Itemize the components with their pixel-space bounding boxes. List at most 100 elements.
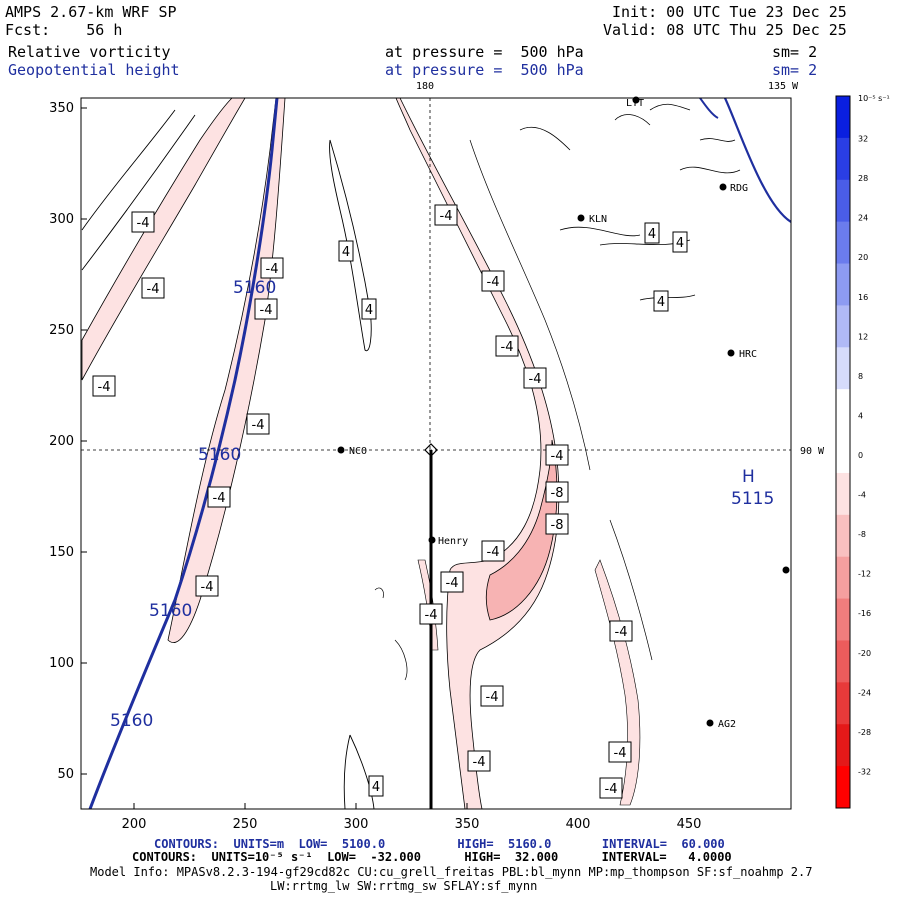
- svg-text:-4: -4: [260, 303, 273, 318]
- contour-label: -4: [495, 335, 519, 357]
- svg-text:-4: -4: [201, 580, 214, 595]
- contour-label: -4: [246, 413, 270, 435]
- colorbar-tick-label: 12: [858, 332, 868, 341]
- colorbar-tick-label: -28: [858, 728, 871, 737]
- colorbar-tick-label: 28: [858, 174, 868, 183]
- svg-text:-4: -4: [605, 782, 618, 797]
- svg-text:-4: -4: [473, 755, 486, 770]
- right-lon-label: 90 W: [800, 446, 825, 457]
- vorticity-band-left: [167, 98, 286, 643]
- contour-label: -4: [599, 777, 623, 799]
- contour-labels: -4 -4 -4 -4 -4 -4 -4 -4 -4 -4 -4 -4 -4 -4 -4 -4 -4 -4 -4 -4…: [92, 204, 688, 799]
- colorbar-swatch: [836, 431, 850, 474]
- field1-smoothing: sm= 2: [772, 43, 818, 61]
- model-info-physics: LW:rrtmg_lw SW:rrtmg_sw SFLAY:sf_mynn: [270, 879, 538, 893]
- station-nco: NCO: [337, 446, 367, 457]
- svg-text:4: 4: [657, 295, 665, 310]
- contour-label: -4: [608, 741, 632, 763]
- svg-text:-4: -4: [614, 746, 627, 761]
- contour-label: -4: [523, 367, 547, 389]
- svg-text:RDG: RDG: [730, 183, 748, 194]
- vorticity-contour-info: CONTOURS: UNITS=10⁻⁵ s⁻¹ LOW= -32.000 HI…: [132, 850, 732, 864]
- y-tick-label: 50: [57, 767, 74, 782]
- station-hrc: HRC: [727, 349, 757, 360]
- high-pressure-value: 5115: [731, 489, 774, 509]
- colorbar-swatch: [836, 263, 850, 306]
- colorbar-tick-label: 20: [858, 253, 868, 262]
- vorticity-band-west: [81, 98, 246, 381]
- contour-label: -4: [440, 571, 464, 593]
- field1-name: Relative vorticity: [8, 43, 171, 61]
- contour-label: -4: [467, 750, 491, 772]
- svg-text:-4: -4: [213, 491, 226, 506]
- colorbar-swatch: [836, 389, 850, 432]
- svg-text:4: 4: [648, 227, 656, 242]
- svg-text:-4: -4: [425, 608, 438, 623]
- contour-label: -4: [254, 298, 278, 320]
- colorbar-tick-label: -4: [858, 491, 866, 500]
- svg-text:-4: -4: [147, 282, 160, 297]
- height-label: 5160: [233, 278, 276, 298]
- contour-label: -4: [545, 444, 569, 466]
- contour-label: 4: [672, 231, 688, 253]
- svg-text:-4: -4: [486, 690, 499, 705]
- svg-text:-4: -4: [615, 625, 628, 640]
- contour-label: -8: [545, 513, 569, 535]
- svg-text:-4: -4: [252, 418, 265, 433]
- colorbar-swatch: [836, 472, 850, 516]
- svg-text:AG2: AG2: [718, 719, 736, 730]
- height-label: 5160: [198, 445, 241, 465]
- svg-text:-4: -4: [487, 275, 500, 290]
- svg-text:Henry: Henry: [438, 536, 468, 547]
- svg-text:4: 4: [342, 245, 350, 260]
- colorbar-tick-label: -8: [858, 530, 866, 539]
- plot-frame: [80, 97, 792, 810]
- contour-label: -4: [131, 211, 155, 233]
- svg-text:-4: -4: [137, 216, 150, 231]
- contour-label: -4: [609, 620, 633, 642]
- pole-marker: [424, 443, 438, 457]
- y-tick-label: 250: [49, 323, 74, 338]
- svg-text:4: 4: [365, 303, 373, 318]
- field1-level: at pressure = 500 hPa: [385, 43, 584, 61]
- height-contour-east: [723, 98, 791, 223]
- colorbar-swatch: [836, 766, 850, 809]
- y-tick-label: 350: [49, 101, 74, 116]
- contour-label: -4: [434, 204, 458, 226]
- y-tick-label: 100: [49, 656, 74, 671]
- svg-text:LYT: LYT: [626, 98, 644, 109]
- top-right-lon-label: 135 W: [768, 81, 799, 92]
- height-label: 5160: [149, 601, 192, 621]
- colorbar-tick-label: -16: [858, 609, 871, 618]
- colorbar-swatch: [836, 556, 850, 600]
- colorbar-tick-label: 4: [858, 411, 863, 420]
- station-henry: Henry: [428, 536, 468, 547]
- svg-text:KLN: KLN: [589, 214, 607, 225]
- station-kln: KLN: [577, 214, 607, 225]
- colorbar-swatch: [836, 96, 850, 139]
- vorticity-band-east-lower: [594, 559, 641, 806]
- x-axis: 200 250 300 300 350 400 450: [122, 817, 702, 832]
- height-contour-5160-west: [88, 98, 279, 809]
- station-lyt: LYT: [626, 96, 644, 109]
- contour-label: -4: [92, 375, 116, 397]
- svg-text:-8: -8: [551, 518, 564, 533]
- contour-label: -4: [480, 685, 504, 707]
- contour-label: -8: [545, 481, 569, 503]
- colorbar-tick-label: -12: [858, 570, 871, 579]
- svg-text:-4: -4: [529, 372, 542, 387]
- colorbar-swatch: [836, 598, 850, 641]
- vorticity-band-central: [395, 98, 560, 809]
- top-lon-label: 180: [416, 81, 434, 92]
- y-axis: 350 300 250 200 150 100 50: [49, 101, 74, 782]
- contour-label: -4: [195, 575, 219, 597]
- contour-label: 4: [361, 298, 377, 320]
- svg-text:-4: -4: [266, 262, 279, 277]
- colorbar-tick-label: 0: [858, 451, 863, 460]
- contour-label: -4: [260, 257, 284, 279]
- colorbar-swatch: [836, 305, 850, 348]
- stations: LYT RDG KLN HRC NCO Henry AG2: [337, 96, 790, 730]
- colorbar-tick-label: 16: [858, 293, 868, 302]
- colorbar-tick-label: -24: [858, 688, 871, 697]
- vorticity-colorbar: 32 28 24 20 16 12 8 4 0 -4 -8 -12 -16 -20 -24 -28 -32: [835, 95, 871, 809]
